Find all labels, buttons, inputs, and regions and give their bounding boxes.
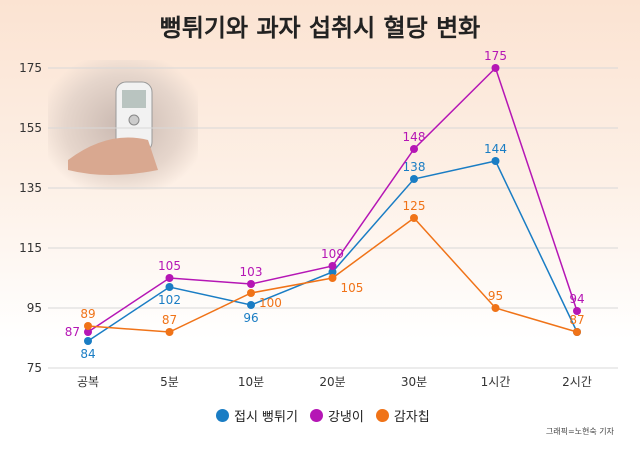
x-tick-label: 20분: [319, 375, 345, 389]
data-point: [165, 328, 174, 336]
x-tick-label: 1시간: [481, 375, 511, 389]
y-tick-label: 115: [19, 241, 42, 255]
legend-marker: [375, 409, 389, 422]
data-label: 148: [403, 130, 426, 144]
data-point: [165, 274, 174, 282]
data-label: 105: [341, 281, 364, 295]
legend-item: 강냉이: [309, 406, 364, 425]
data-label: 144: [484, 142, 507, 156]
glucose-meter-icon: [68, 81, 158, 175]
legend-label: 강냉이: [327, 410, 364, 425]
data-point: [328, 274, 337, 282]
credit: 그래픽=노현숙 기자: [545, 427, 614, 436]
data-point: [491, 304, 500, 312]
data-label: 100: [259, 296, 282, 310]
legend-marker: [216, 409, 229, 422]
legend: 접시 뻥튀기 강냉이 감자칩: [216, 406, 430, 425]
data-label: 105: [158, 259, 181, 273]
legend-marker: [309, 409, 323, 422]
data-label: 103: [240, 265, 263, 279]
data-label: 87: [65, 325, 80, 339]
data-label: 138: [403, 160, 426, 174]
y-tick-label: 95: [27, 301, 42, 315]
data-point: [247, 301, 255, 309]
glucose-meter-photo: [48, 60, 198, 190]
data-label: 102: [158, 293, 181, 307]
data-label: 84: [80, 347, 95, 361]
data-label: 109: [321, 247, 344, 261]
data-point: [491, 64, 500, 72]
data-point: [491, 157, 500, 165]
y-tick-label: 155: [19, 121, 42, 135]
data-label: 175: [484, 49, 507, 63]
data-point: [247, 289, 255, 297]
data-point: [165, 283, 174, 291]
y-tick-label: 135: [19, 181, 42, 195]
data-point: [410, 175, 418, 183]
data-point: [573, 328, 581, 336]
data-point: [328, 262, 337, 270]
x-tick-label: 30분: [401, 375, 427, 389]
data-point: [410, 145, 418, 153]
legend-item: 감자칩: [375, 406, 430, 425]
data-point: [84, 328, 92, 336]
x-tick-label: 공복: [77, 375, 99, 389]
data-label: 125: [403, 199, 426, 213]
data-point: [247, 280, 255, 288]
data-point: [328, 268, 337, 276]
x-tick-label: 5분: [160, 375, 179, 389]
data-label: 89: [80, 307, 95, 321]
x-tick-label: 10분: [238, 375, 264, 389]
data-point: [573, 307, 581, 315]
legend-label: 접시 뻥튀기: [234, 410, 298, 425]
legend-item: 접시 뻥튀기: [216, 406, 298, 425]
x-tick-label: 2시간: [562, 375, 592, 389]
chart-title: 뻥튀기와 과자 섭취시 혈당 변화: [159, 14, 481, 42]
data-point: [84, 322, 92, 330]
data-label: 87: [162, 313, 177, 327]
data-label: 95: [488, 289, 503, 303]
data-point: [410, 214, 418, 222]
data-label: 87: [569, 313, 584, 327]
data-point: [84, 337, 92, 345]
y-tick-label: 175: [19, 61, 42, 75]
data-label: 94: [569, 292, 584, 306]
legend-label: 감자칩: [393, 410, 430, 425]
y-tick-label: 75: [27, 361, 42, 375]
data-label: 96: [243, 311, 258, 325]
